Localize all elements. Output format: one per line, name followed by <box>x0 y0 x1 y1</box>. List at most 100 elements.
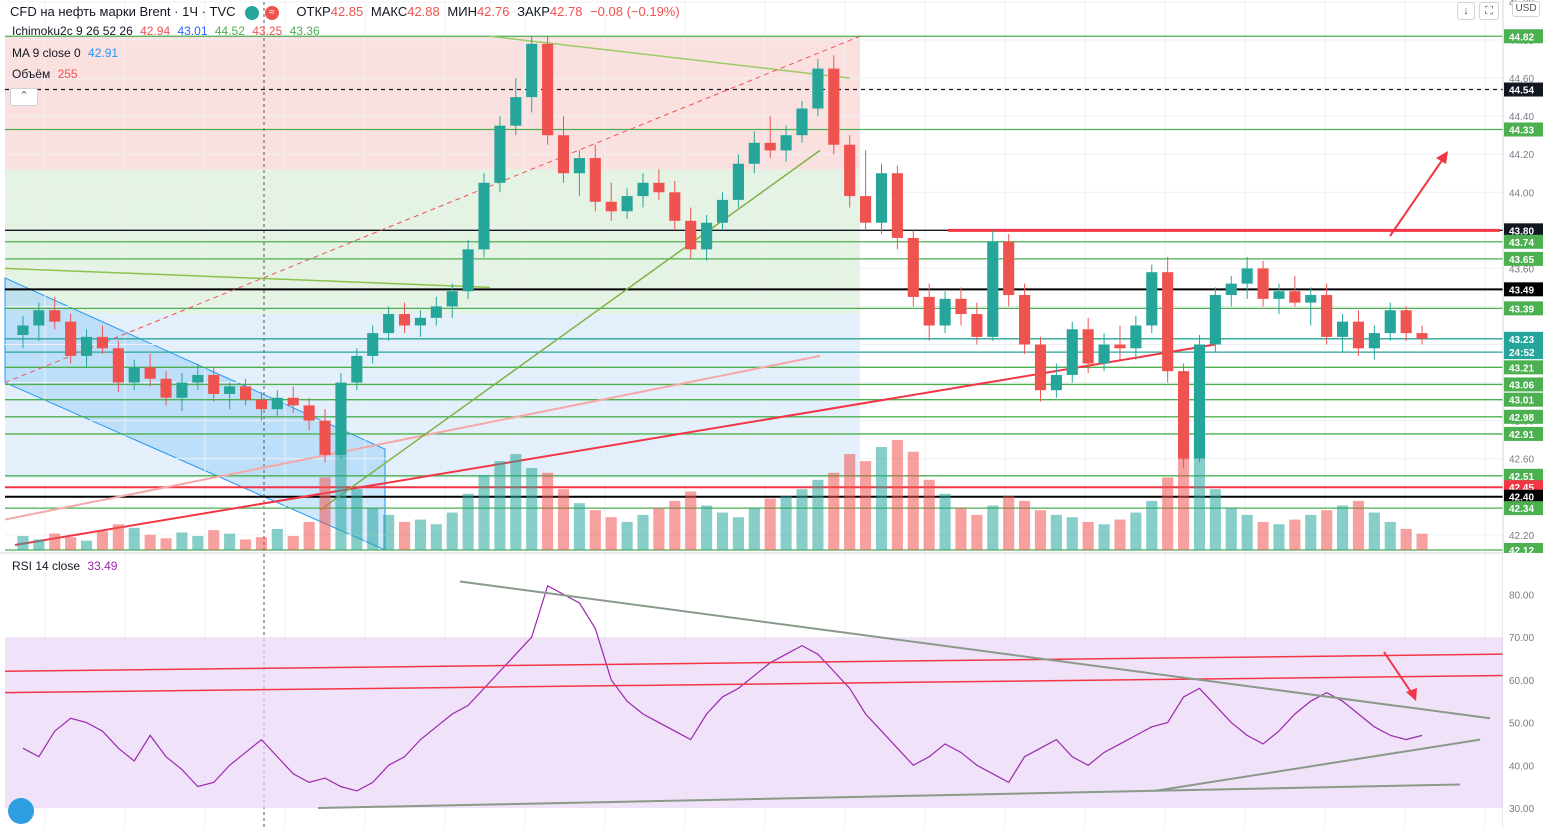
symbol-title[interactable]: CFD на нефть марки Brent · 1Ч · TVC <box>10 4 236 19</box>
volume-bar <box>875 447 888 550</box>
candle-body <box>112 348 124 383</box>
ichimoku-value-2: 43.01 <box>177 24 208 38</box>
candlesticks <box>17 36 1428 469</box>
price-level-label: 24:52 <box>1509 348 1535 359</box>
volume-bar <box>208 530 220 550</box>
volume-bar <box>1066 517 1078 550</box>
approx-icon[interactable]: ≈ <box>264 5 279 20</box>
price-label-background <box>1504 282 1543 297</box>
candle-body <box>1368 333 1380 349</box>
candle-body <box>875 173 888 223</box>
volume-bar <box>1416 533 1428 550</box>
volume-bar <box>335 451 347 550</box>
volume-bar <box>255 537 267 550</box>
volume-bar <box>1305 514 1317 550</box>
volume-bar <box>462 493 474 550</box>
candle-body <box>987 241 999 337</box>
price-label-background <box>1504 331 1543 346</box>
volume-bar <box>128 527 140 550</box>
uptrend-line <box>14 343 1216 546</box>
volume-bar <box>542 472 554 550</box>
annotations <box>1383 151 1448 701</box>
candle-body <box>796 108 808 136</box>
candle-body <box>367 333 379 356</box>
candle-body <box>176 382 188 398</box>
price-label-background <box>1504 122 1543 137</box>
price-label-background <box>1504 360 1543 375</box>
compare-icon[interactable] <box>245 5 260 20</box>
candle-body <box>732 163 744 200</box>
price-label-background <box>1504 489 1543 504</box>
rsi-tick-label: 80.00 <box>1509 590 1534 601</box>
collapse-legend-button[interactable]: ⌃ <box>10 88 38 106</box>
price-tick-label: 44.40 <box>1509 112 1534 123</box>
volume-bar <box>860 461 872 550</box>
volume-bar <box>65 537 77 550</box>
candle-body <box>128 367 140 383</box>
candle-body <box>430 306 442 318</box>
price-axis[interactable]: 45.0044.8044.6044.4044.2044.0043.8043.60… <box>1502 0 1543 828</box>
volume-bar <box>796 489 808 550</box>
price-label-background <box>1504 301 1543 316</box>
volume-legend[interactable]: Объём 255 <box>12 67 82 81</box>
price-level-label: 43.49 <box>1509 285 1534 296</box>
low-label: МИН <box>447 4 477 19</box>
candle-body <box>65 321 77 356</box>
volume-bar <box>1162 477 1174 550</box>
volume-bar <box>1400 528 1412 550</box>
price-label-background <box>1504 345 1543 360</box>
volume-bar <box>112 524 124 550</box>
price-label-background <box>1504 409 1543 424</box>
price-label-background <box>1504 251 1543 266</box>
currency-label[interactable]: USD <box>1512 1 1540 17</box>
volume-bar <box>573 503 585 550</box>
candle-body <box>1082 329 1094 364</box>
volume-bar <box>780 496 792 550</box>
change-value: −0.08 (−0.19%) <box>590 4 680 19</box>
candle-body <box>844 144 856 197</box>
candle-body <box>1130 325 1142 349</box>
candle-body <box>780 135 792 151</box>
candle-body <box>1146 272 1158 326</box>
candle-body <box>192 374 204 383</box>
ichimoku-value-5: 43.36 <box>289 24 320 38</box>
maximize-button[interactable]: ⛶ <box>1479 2 1499 20</box>
price-level-label: 43.39 <box>1509 304 1534 315</box>
candle-body <box>239 386 252 400</box>
volume-bar <box>192 535 204 550</box>
candle-body <box>510 97 522 126</box>
volume-bar <box>1130 512 1142 550</box>
volume-bar <box>732 517 744 550</box>
volume-bar <box>1241 514 1253 550</box>
candle-body <box>287 397 299 406</box>
candle-body <box>1178 371 1190 459</box>
rsi-legend[interactable]: RSI 14 close 33.49 <box>12 559 121 573</box>
price-level-label: 42.34 <box>1509 504 1534 515</box>
volume-bar <box>224 533 236 550</box>
price-tick-label: 43.60 <box>1509 264 1534 275</box>
risk-zone <box>5 36 860 170</box>
candle-body <box>144 367 156 379</box>
price-level-label: 42.12 <box>1509 546 1534 557</box>
candle-body <box>462 249 474 292</box>
high-value: 42.88 <box>407 4 440 19</box>
scroll-down-button[interactable]: ↓ <box>1457 2 1475 20</box>
ma-legend[interactable]: MA 9 close 0 42.91 <box>12 46 122 60</box>
green-trend <box>319 149 821 511</box>
candle-body <box>1321 295 1333 337</box>
candle-body <box>1003 241 1015 296</box>
volume-bar <box>1352 500 1365 550</box>
volume-bar <box>653 507 665 550</box>
candle-body <box>1019 295 1031 345</box>
tradingview-logo-icon <box>8 798 34 824</box>
candle-body <box>589 158 601 202</box>
volume-bar <box>367 507 379 550</box>
candle-body <box>1209 295 1221 345</box>
main-pane-background <box>4 36 860 551</box>
rsi-axis[interactable]: 80.00 70.00 60.00 50.00 40.00 30.00 <box>1503 553 1543 828</box>
candle-body <box>860 196 872 223</box>
ichimoku-legend[interactable]: Ichimoku2c 9 26 52 26 42.94 43.01 44.52 … <box>12 24 324 38</box>
volume-bar <box>1098 524 1110 550</box>
price-level-label: 43.06 <box>1509 380 1534 391</box>
